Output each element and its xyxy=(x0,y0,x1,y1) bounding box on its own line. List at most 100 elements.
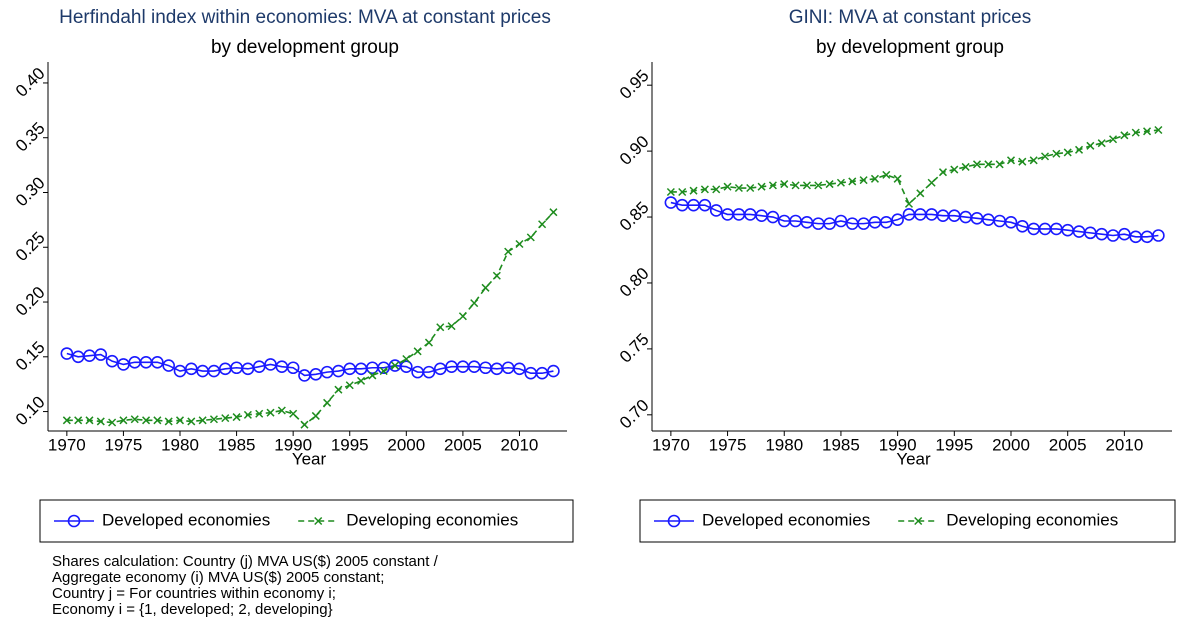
legend-marker xyxy=(67,514,81,528)
data-point xyxy=(300,420,309,429)
data-point xyxy=(689,186,698,195)
data-point xyxy=(734,183,743,193)
data-point xyxy=(757,182,766,191)
x-tick-label: 1995 xyxy=(331,435,369,454)
data-point xyxy=(870,174,879,183)
data-point xyxy=(893,174,902,183)
data-point xyxy=(766,210,780,224)
x-tick-label: 2005 xyxy=(444,435,482,454)
y-tick-label: 0.80 xyxy=(616,264,653,301)
data-point xyxy=(538,220,547,229)
data-point xyxy=(700,185,709,194)
data-point xyxy=(515,239,524,249)
legend-label: Developing economies xyxy=(346,510,518,529)
data-point xyxy=(400,360,413,373)
data-point xyxy=(289,409,298,418)
x-tick-label: 2000 xyxy=(992,435,1030,454)
data-point xyxy=(1097,139,1106,148)
y-tick-label: 0.20 xyxy=(12,283,49,320)
data-point xyxy=(984,160,993,169)
data-point xyxy=(379,367,388,376)
data-point xyxy=(198,416,207,425)
y-tick-label: 0.75 xyxy=(616,330,653,367)
data-point xyxy=(1006,156,1016,165)
chart-subtitle: by development group xyxy=(816,37,1004,58)
data-point xyxy=(879,216,893,229)
y-tick-label: 0.30 xyxy=(12,173,49,210)
legend-marker xyxy=(314,516,323,526)
legend-label: Developed economies xyxy=(702,510,870,529)
data-point xyxy=(105,354,119,368)
data-point xyxy=(164,417,173,426)
data-point xyxy=(1018,157,1027,166)
x-tick-label: 2010 xyxy=(501,435,539,454)
data-point xyxy=(698,198,712,212)
data-point xyxy=(825,180,834,189)
data-point xyxy=(664,196,678,209)
data-point xyxy=(447,322,456,331)
data-point xyxy=(368,371,377,380)
data-point xyxy=(666,187,675,197)
data-point xyxy=(836,178,845,187)
data-point xyxy=(547,364,560,378)
data-point xyxy=(424,338,433,347)
data-point xyxy=(891,213,904,226)
y-tick-label: 0.85 xyxy=(616,198,653,235)
y-tick-label: 0.25 xyxy=(12,228,49,265)
x-tick-label: 1995 xyxy=(935,435,973,454)
data-point xyxy=(746,183,755,193)
x-tick-label: 1990 xyxy=(879,435,917,454)
note: Shares calculation: Country (j) MVA US($… xyxy=(52,553,439,570)
data-point xyxy=(62,416,71,425)
data-point xyxy=(723,182,732,191)
legend-box xyxy=(639,499,1176,543)
data-point xyxy=(311,411,320,420)
data-point xyxy=(1029,156,1038,165)
x-tick-label: 1975 xyxy=(105,435,143,454)
x-axis-label: Year xyxy=(292,449,327,468)
legend-marker xyxy=(667,514,681,528)
data-point xyxy=(1152,229,1165,242)
data-point xyxy=(780,180,789,189)
chart-title: Herfindahl index within economies: MVA a… xyxy=(59,7,551,28)
legend-marker xyxy=(914,516,923,526)
data-point xyxy=(1016,219,1029,233)
data-point xyxy=(1086,141,1095,150)
x-tick-label: 1970 xyxy=(48,435,86,454)
y-tick-label: 0.95 xyxy=(616,66,653,103)
data-point xyxy=(791,181,800,190)
x-tick-label: 2000 xyxy=(387,435,425,454)
data-point xyxy=(834,214,848,228)
y-tick-label: 0.90 xyxy=(616,132,653,169)
x-tick-label: 1990 xyxy=(274,435,312,454)
legend-label: Developing economies xyxy=(946,510,1118,529)
data-point xyxy=(96,417,105,426)
data-point xyxy=(60,347,74,360)
data-point xyxy=(119,416,128,425)
note: Economy i = {1, developed; 2, developing… xyxy=(52,601,333,618)
y-tick-label: 0.35 xyxy=(12,119,49,156)
data-point xyxy=(712,185,721,194)
data-point xyxy=(286,361,300,375)
data-point xyxy=(162,359,175,372)
data-point xyxy=(232,413,241,422)
data-point xyxy=(927,178,936,187)
data-point xyxy=(904,199,913,208)
data-point xyxy=(187,417,196,426)
data-point xyxy=(142,416,151,425)
note: Country j = For countries within economy… xyxy=(52,585,336,602)
data-point xyxy=(678,187,687,197)
data-point xyxy=(1063,148,1072,157)
x-tick-label: 1980 xyxy=(765,435,803,454)
x-tick-label: 1975 xyxy=(709,435,747,454)
data-point xyxy=(277,406,286,415)
data-point xyxy=(85,416,94,425)
chart-title: GINI: MVA at constant prices xyxy=(789,7,1032,28)
y-tick-label: 0.15 xyxy=(12,338,49,375)
data-point xyxy=(1074,145,1084,154)
data-point xyxy=(1052,149,1061,158)
data-point xyxy=(266,408,275,417)
data-point xyxy=(1120,131,1129,140)
data-point xyxy=(1040,152,1050,161)
